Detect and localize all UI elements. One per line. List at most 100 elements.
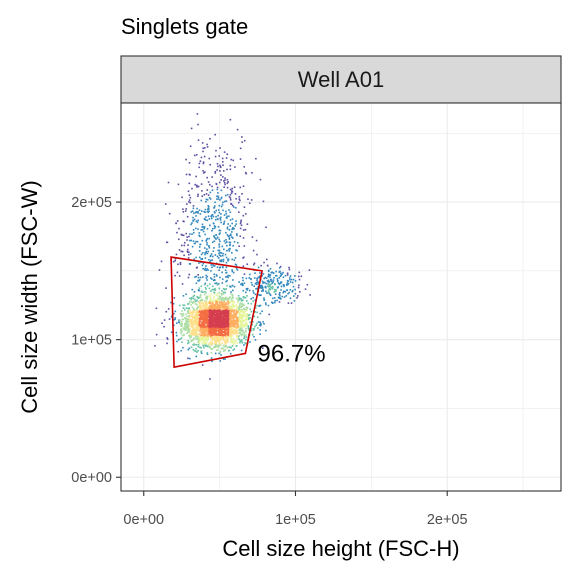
data-point [204,252,206,254]
data-point [297,295,299,297]
data-point [190,298,192,301]
data-point [197,311,199,313]
data-point [219,312,222,315]
data-point [231,284,234,287]
data-point [248,289,251,292]
data-point [300,275,303,278]
data-point [223,320,226,323]
data-point [235,344,238,347]
data-point [204,267,207,270]
data-point [196,336,199,339]
data-point [216,294,219,297]
data-point [225,302,227,304]
data-point [199,213,202,215]
data-point [250,277,252,280]
data-point [219,339,222,342]
data-point [231,231,233,233]
data-point [180,322,182,325]
data-point [210,334,213,337]
data-point [155,307,158,310]
data-point [195,355,198,358]
data-point [200,329,202,331]
data-point [239,303,241,305]
data-point [233,206,235,208]
data-point [195,175,197,178]
data-point [204,257,207,259]
data-point [223,327,225,330]
data-point [216,336,218,338]
data-point [250,281,253,284]
data-point [225,312,228,314]
data-point [198,279,201,281]
data-point [210,290,212,292]
data-point [210,264,213,266]
data-point [213,307,215,309]
data-point [223,200,226,203]
data-points [154,113,311,380]
data-point [219,310,222,312]
data-point [194,183,196,186]
data-point [239,302,242,304]
data-point [280,274,282,276]
data-point [218,324,221,327]
data-point [182,295,185,297]
data-point [231,251,233,254]
data-point [221,333,223,336]
data-point [227,310,229,312]
data-point [236,307,238,309]
data-point [193,320,196,323]
data-point [205,239,208,241]
data-point [233,326,235,329]
data-point [215,343,218,345]
data-point [225,336,228,339]
data-point [245,322,247,325]
data-point [216,305,219,307]
data-point [209,277,212,279]
data-point [274,290,276,293]
data-point [222,320,224,323]
data-point [261,285,264,288]
data-point [228,209,230,211]
data-point [209,312,212,314]
data-point [243,344,245,346]
data-point [226,323,228,326]
data-point [231,218,234,220]
data-point [230,307,232,309]
data-point [189,328,191,330]
data-point [209,341,212,344]
data-point [202,321,205,323]
data-point [242,316,244,319]
data-point [210,323,212,326]
data-point [252,300,254,303]
data-point [187,311,190,314]
data-point [257,321,260,323]
data-point [231,304,234,307]
data-point [222,324,224,326]
data-point [254,272,256,274]
data-point [220,294,223,296]
data-point [219,329,222,331]
data-point [208,287,211,290]
data-point [202,310,205,313]
data-point [219,308,222,311]
data-point [233,311,235,314]
data-point [220,252,223,254]
data-point [225,276,227,278]
data-point [291,289,294,292]
data-point [216,186,219,189]
data-point [236,301,239,304]
data-point [218,287,221,290]
data-point [214,323,217,325]
data-point [223,308,225,311]
data-point [206,176,208,179]
data-point [203,283,206,286]
data-point [242,330,244,333]
data-point [221,336,224,338]
data-point [190,325,193,328]
singlets-gate-polygon[interactable] [170,256,264,369]
data-point [202,276,204,278]
data-point [216,169,218,171]
data-point [212,330,215,333]
data-point [206,284,209,287]
data-point [210,259,212,262]
